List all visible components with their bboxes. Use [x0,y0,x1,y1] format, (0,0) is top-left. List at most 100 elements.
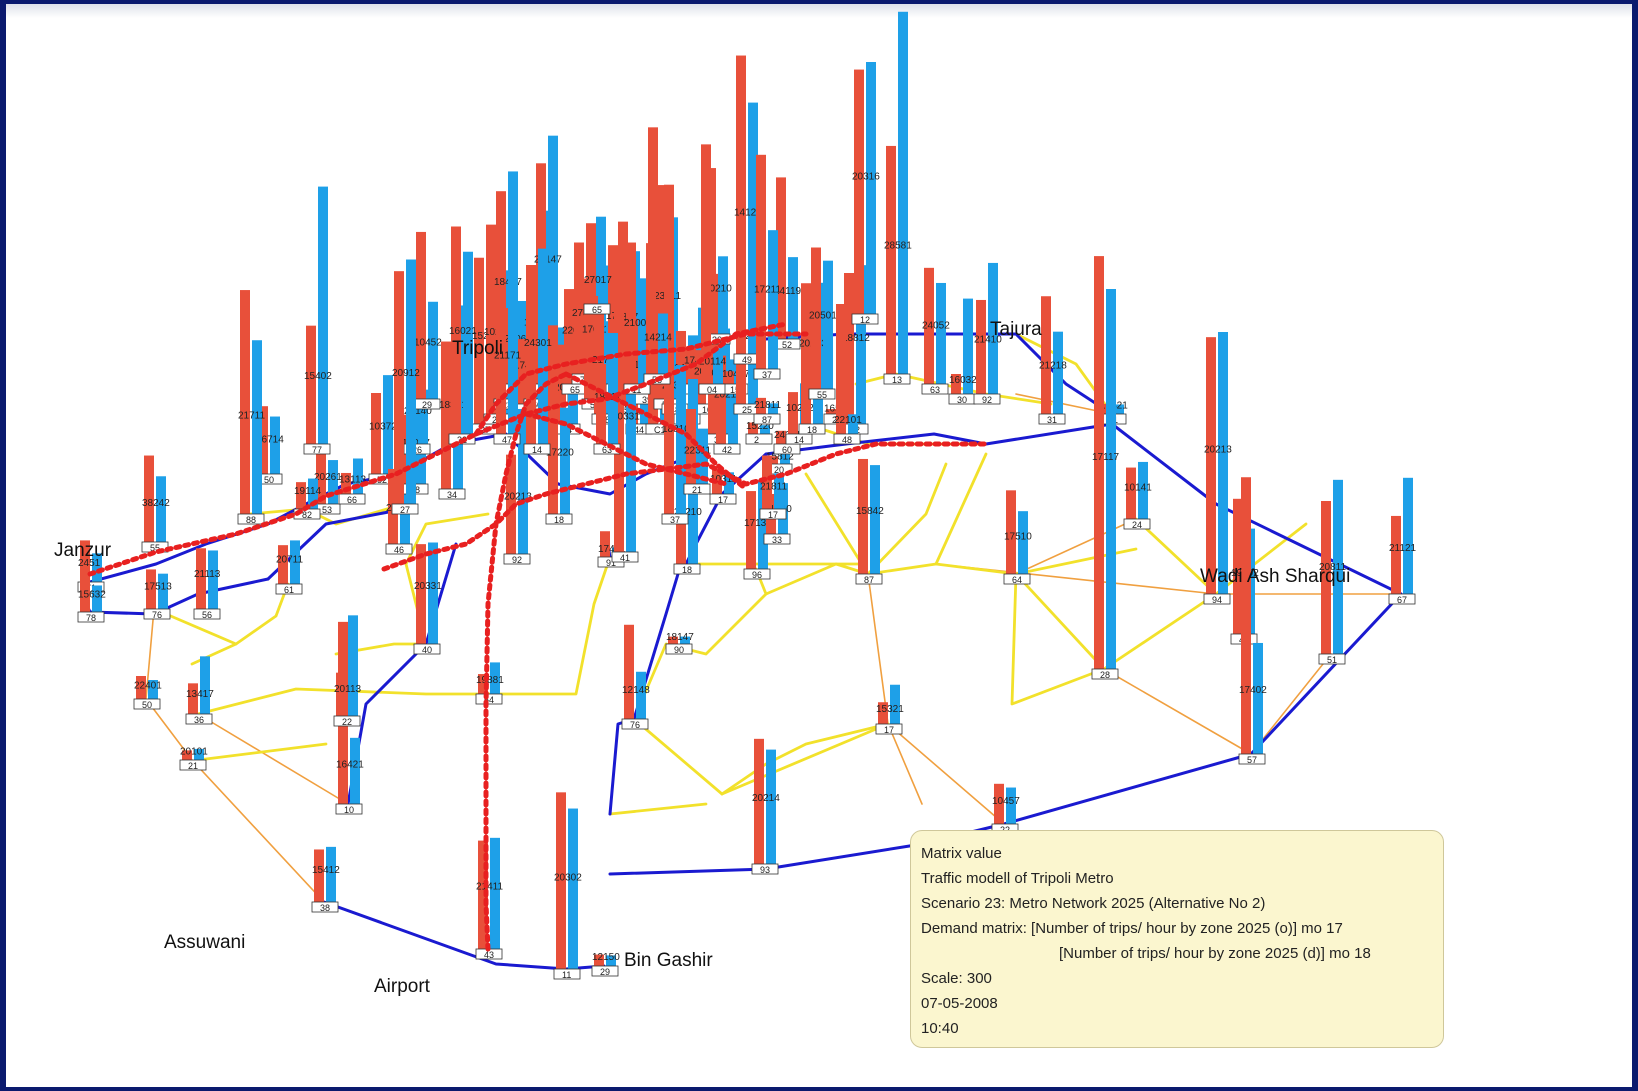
zone-box-text-z60: 24 [1132,520,1142,530]
zone-z86[interactable]: 22401 50 [133,676,162,710]
zone-z96[interactable]: 21171 47 [493,171,522,445]
zone-z56[interactable]: 16032 30 [948,298,977,405]
zone-z84[interactable]: 13417 36 [185,656,214,725]
zone-z9[interactable]: 13113 66 [338,458,367,506]
bar-to-z93 [560,407,570,514]
zone-z54[interactable]: 28581 13 [883,11,912,385]
zone-z87[interactable]: 12148 76 [621,624,650,730]
metro-line-5 [523,411,729,487]
zone-z68[interactable]: 1045722 [991,783,1020,835]
zone-box-text-z99: 63 [602,445,612,455]
zone-z53[interactable]: 20316 12 [851,62,880,325]
zone-z61[interactable]: 20213 94 [1203,332,1232,605]
bar-from-z111 [756,154,766,369]
bar-label-z93: 17220 [546,448,574,459]
slide-top-band [6,4,1632,18]
zone-z40[interactable]: 20210 42 [713,355,742,455]
secondary-link-12 [764,562,870,596]
zone-z103[interactable]: 22101 48 [833,304,862,445]
bar-label-z47: 10272 [786,403,814,414]
zone-z81[interactable]: 15412 38 [311,846,340,913]
secondary-link-19 [1134,517,1218,596]
zone-z57[interactable]: 21410 92 [973,262,1002,405]
bar-to-z84 [200,656,210,714]
zone-box-z3 [143,608,171,620]
zone-z88[interactable]: 20331 40 [413,542,442,656]
bar-label-z97: 16021 [449,326,477,337]
zone-z79[interactable]: 12150 29 [591,952,620,977]
zone-z102[interactable]: 21811 17 [759,455,788,521]
zone-z91[interactable]: 15402 77 [303,186,332,455]
zone-z71[interactable]: 17131 96 [743,480,772,580]
zone-box-text-z45: 20 [774,465,784,475]
zone-z78[interactable]: 21411 43 [475,837,504,960]
network-map[interactable]: 2451711563278175137621113563824255267145… [6,4,1632,1087]
zone-box-text-z103: 48 [842,435,852,445]
zone-z70[interactable]: 20214 93 [751,738,780,875]
zone-z64[interactable]: 21121 67 [1388,477,1417,605]
zone-z77[interactable]: 19881 54 [475,662,504,705]
zone-z65[interactable]: 20811 51 [1318,479,1347,665]
bar-from-z15 [441,341,451,489]
legend-date: 07-05-2008 [921,995,998,1012]
zone-z1[interactable]: 2451 71 [77,540,105,593]
zone-z55[interactable]: 24052 63 [921,267,950,395]
zone-box-text-z33: C1 [654,425,666,435]
bar-from-z5 [144,455,154,542]
zone-z66[interactable]: 17510 64 [1003,490,1032,585]
bar-label-z66: 17510 [1004,531,1032,542]
zone-z5[interactable]: 38242 55 [141,455,170,553]
bar-from-z70 [754,738,764,864]
zone-z80[interactable]: 20302 11 [553,792,582,980]
zone-box-text-z82: 10 [344,805,354,815]
zone-z83[interactable]: 20113 22 [333,615,362,727]
zone-box-z80 [553,968,581,980]
bar-to-z111 [768,230,778,369]
bar-label-z64: 21121 [1389,543,1417,554]
zone-z7[interactable]: 20711 61 [275,540,304,595]
zone-z109[interactable]: 20114 04 [698,144,727,395]
zone-box-z92 [391,503,419,515]
zone-z43[interactable]: 15220 2 [745,421,774,445]
zone-box-text-z47: 14 [794,435,804,445]
zone-z106[interactable]: 27017 65 [583,223,612,315]
zone-z94[interactable]: 20331 41 [611,302,640,563]
zone-z85[interactable]: 20101 21 [179,747,208,771]
zone-box-text-z46: 60 [782,445,792,455]
bar-label-z43: 15220 [746,421,774,432]
zone-z4[interactable]: 21113 56 [193,548,221,620]
zone-z76[interactable]: 20213 92 [503,408,532,565]
legend-demand-from: Demand matrix: [Number of trips/ hour by… [921,920,1343,937]
bar-from-z41 [724,371,734,384]
bar-label-z109: 20114 [699,356,727,367]
zone-z60[interactable]: 10141 24 [1123,461,1152,530]
zone-z2[interactable]: 15632 78 [77,579,106,623]
bar-label-z44: 21811 [754,400,782,411]
zone-z74[interactable]: 18147 90 [665,632,694,655]
zone-z98[interactable]: 24301 14 [523,248,552,455]
zone-box-z77 [475,693,503,705]
zone-z90[interactable]: 21711 88 [237,290,266,525]
zone-z14[interactable]: 10452 29 [413,231,442,410]
bar-label-z40: 20210 [714,389,742,400]
secondary-links [164,332,1308,816]
zone-box-text-z79: 29 [600,967,610,977]
zone-z3[interactable]: 17513 76 [143,569,172,620]
zone-z52[interactable]: 15842 87 [855,458,884,585]
zone-z111[interactable]: 17211 37 [753,154,782,380]
bar-label-z78: 21411 [476,881,504,892]
zone-z49[interactable]: 20501 55 [808,247,837,401]
zone-z63[interactable]: 17402 57 [1238,477,1267,765]
zone-z44[interactable]: 21811 87 [753,397,782,425]
zone-z92[interactable]: 20912 27 [391,259,420,516]
zone-box-z1 [77,581,105,593]
zone-z58[interactable]: 21218 31 [1038,296,1067,425]
bar-label-z85: 20101 [180,747,208,758]
zone-box-text-z86: 50 [142,700,152,710]
zone-z69[interactable]: 15321 17 [875,684,904,735]
zone-box-z4 [193,608,221,620]
zone-z100[interactable]: 22311 21 [683,409,712,495]
zone-z67[interactable]: 17117 28 [1091,256,1120,680]
